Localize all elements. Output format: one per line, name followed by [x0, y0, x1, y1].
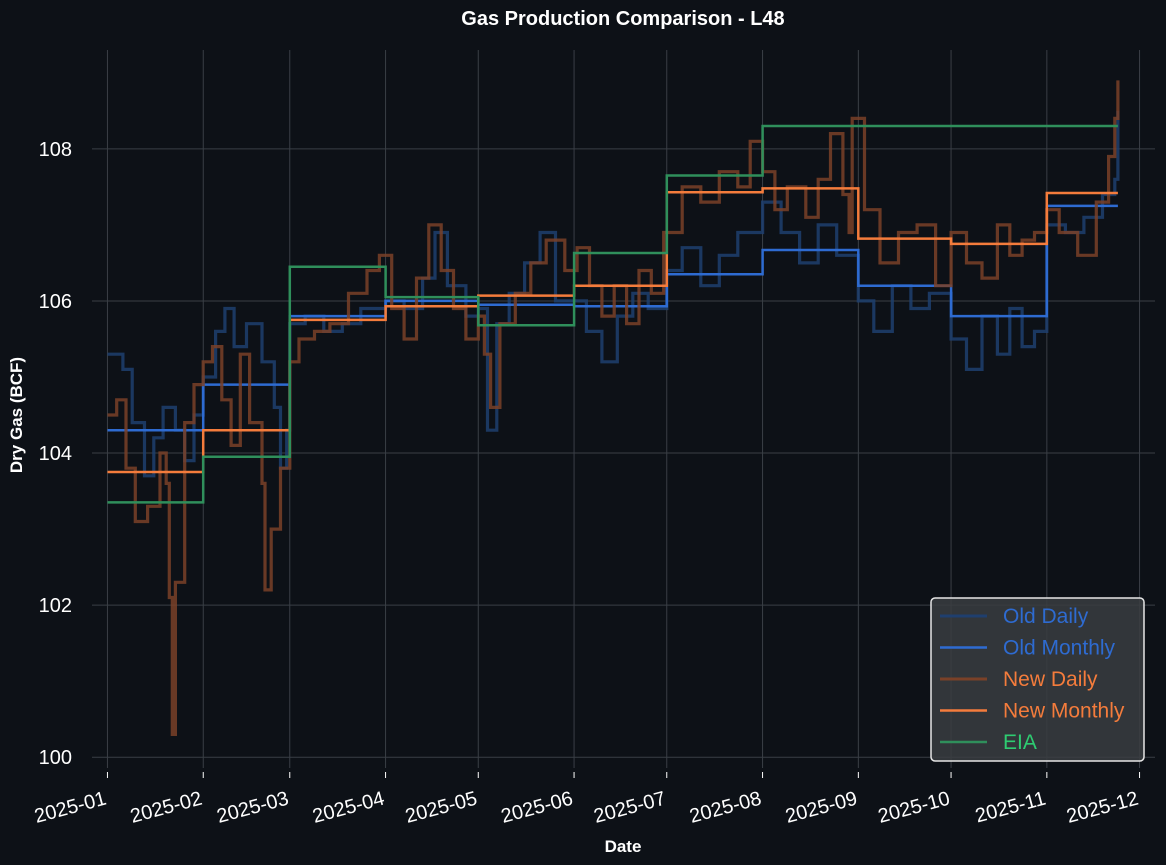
y-tick-label: 106	[39, 291, 72, 313]
y-tick-label: 102	[39, 595, 72, 617]
legend-label: Old Daily	[1003, 605, 1089, 628]
y-tick-label: 100	[39, 747, 72, 769]
legend-box	[930, 597, 1145, 762]
y-tick-label: 104	[39, 443, 72, 465]
series-line-new-daily	[107, 80, 1120, 736]
chart-title: Gas Production Comparison - L48	[461, 8, 784, 30]
series-line-eia	[107, 124, 1118, 504]
plot-area	[107, 80, 1120, 736]
y-tick-label: 108	[39, 139, 72, 161]
y-axis-label: Dry Gas (BCF)	[7, 357, 26, 473]
legend: Old Daily Old Monthly New Daily New Monthly…	[930, 597, 1145, 762]
legend-label: New Monthly	[1003, 700, 1125, 723]
series-line-old-daily	[107, 110, 1120, 478]
grid	[92, 50, 1155, 768]
legend-label: New Daily	[1003, 668, 1098, 691]
x-axis-label: Date	[605, 837, 642, 856]
legend-label: EIA	[1003, 731, 1037, 754]
legend-label: Old Monthly	[1003, 637, 1116, 660]
